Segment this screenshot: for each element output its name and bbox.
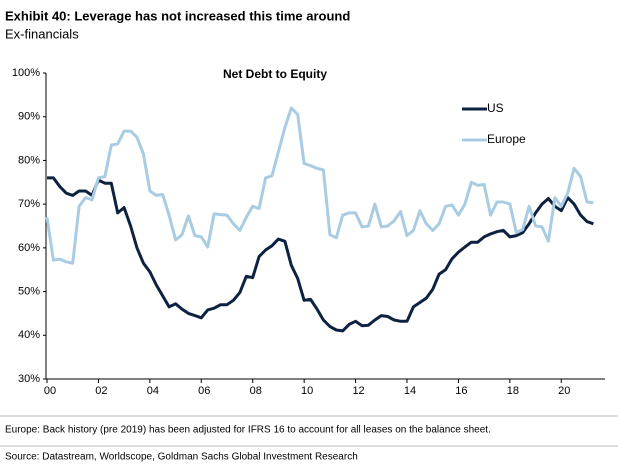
x-tick-label: 00 (44, 385, 56, 397)
x-tick-label: 04 (147, 385, 159, 397)
y-tick-label: 30% (18, 373, 40, 385)
x-tick-label: 06 (198, 385, 210, 397)
y-tick-label: 60% (18, 242, 40, 254)
y-tick-label: 70% (18, 198, 40, 210)
x-tick-label: 12 (352, 385, 364, 397)
x-tick-label: 08 (250, 385, 262, 397)
source: Source: Datastream, Worldscope, Goldman … (5, 452, 358, 463)
legend-label: Europe (487, 132, 526, 146)
chart-subtitle: Ex-financials (5, 26, 79, 41)
x-tick-label: 10 (301, 385, 313, 397)
legend-label: US (487, 101, 504, 115)
y-tick-label: 40% (18, 329, 40, 341)
y-tick-label: 100% (12, 67, 40, 79)
x-tick-label: 16 (455, 385, 467, 397)
y-tick-label: 90% (18, 111, 40, 123)
x-tick-label: 02 (95, 385, 107, 397)
line-series (45, 106, 594, 265)
line-series (47, 176, 594, 333)
x-tick-label: 20 (558, 385, 570, 397)
x-tick-label: 14 (404, 385, 416, 397)
x-tick-label: 18 (507, 385, 519, 397)
y-tick-label: 50% (18, 285, 40, 297)
plot-title: Net Debt to Equity (223, 67, 327, 81)
chart-title: Exhibit 40: Leverage has not increased t… (5, 8, 350, 23)
y-tick-label: 80% (18, 154, 40, 166)
footnote: Europe: Back history (pre 2019) has been… (5, 425, 491, 436)
